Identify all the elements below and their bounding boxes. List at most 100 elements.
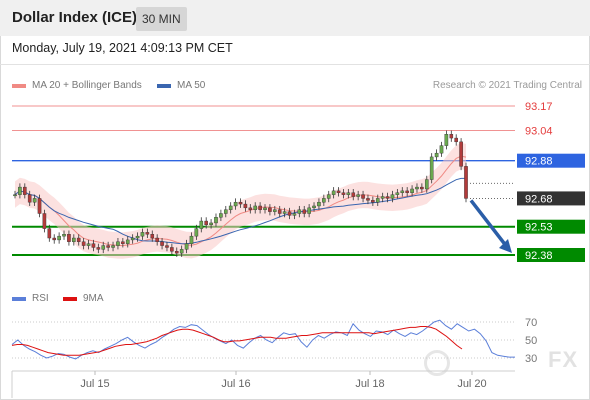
candle-body: [424, 179, 429, 190]
candle-body: [429, 156, 434, 180]
ma20-label: MA 20 + Bollinger Bands: [32, 80, 142, 91]
candle-body: [326, 194, 331, 199]
candle-body: [405, 190, 409, 193]
candle-body: [346, 192, 351, 195]
candle-body: [209, 222, 213, 226]
candle-body: [150, 234, 155, 239]
legend-ma20: MA 20 + Bollinger Bands: [12, 80, 142, 91]
copyright-text: Research © 2021 Trading Central: [432, 80, 582, 91]
candle-body: [336, 190, 341, 193]
candle-body: [42, 213, 47, 229]
candle-body: [248, 207, 253, 210]
chart-datetime: Monday, July 19, 2021 4:09:13 PM CET: [12, 41, 233, 55]
candle-body: [194, 228, 199, 237]
candle-body: [297, 209, 302, 214]
legend-ma50: MA 50: [157, 80, 205, 91]
candle-body: [459, 141, 463, 167]
candle-body: [287, 211, 292, 216]
support-tag-0: [517, 219, 585, 234]
ma9-label: 9MA: [83, 293, 104, 304]
candle-body: [86, 243, 91, 246]
candle-body: [282, 211, 287, 214]
candle-body: [160, 241, 164, 246]
candle-body: [233, 201, 238, 207]
candle-body: [101, 245, 106, 250]
candle-body: [317, 201, 321, 207]
x-tick-label-3: Jul 20: [457, 378, 486, 390]
support-tag-text-1: 92.38: [525, 250, 553, 262]
candle-body: [238, 201, 243, 205]
support-tag-text-0: 92.53: [525, 222, 553, 234]
candle-body: [179, 249, 184, 254]
candle-body: [145, 232, 150, 235]
candle-body: [130, 237, 135, 241]
legend-rsi: RSI: [12, 293, 49, 304]
x-tick-label-0: Jul 15: [80, 378, 109, 390]
candle-body: [228, 205, 233, 210]
candle-body: [449, 134, 454, 139]
candle-body: [371, 200, 375, 203]
ma50-swatch: [157, 83, 171, 88]
candle-body: [375, 198, 380, 203]
candle-body: [366, 198, 370, 201]
candle-body: [444, 134, 449, 146]
candle-body: [273, 209, 277, 212]
watermark-text: FX: [548, 347, 579, 372]
candle-body: [390, 194, 395, 199]
current-price-text: 92.68: [525, 193, 553, 205]
candle-body: [263, 207, 267, 210]
candle-body: [400, 190, 405, 193]
rsi-level-text-70: 70: [525, 317, 537, 329]
candle-body: [351, 192, 356, 197]
forecast-arrow-head: [499, 239, 512, 253]
ma20-swatch: [12, 83, 26, 88]
timeframe-badge[interactable]: 30 MIN: [136, 7, 187, 31]
candle-body: [341, 192, 346, 195]
candle-body: [13, 194, 17, 197]
level-tag-2: [517, 153, 585, 168]
ma50-label: MA 50: [177, 80, 206, 91]
candle-body: [322, 198, 326, 203]
candle-body: [312, 205, 316, 209]
candle-body: [277, 209, 282, 214]
candle-body: [415, 186, 419, 190]
candle-body: [454, 137, 458, 143]
candle-body: [18, 186, 22, 195]
support-tag-1: [517, 248, 585, 262]
instrument-title: Dollar Index (ICE): [12, 9, 138, 26]
candle-body: [135, 235, 140, 239]
candle-body: [434, 152, 439, 158]
candle-body: [184, 243, 189, 250]
candle-body: [356, 194, 360, 197]
chart-header: Dollar Index (ICE) 30 MIN: [0, 0, 590, 36]
candle-body: [331, 190, 336, 195]
rsi-ma9-line: [11, 326, 463, 356]
candle-body: [140, 232, 145, 237]
candle-body: [420, 186, 424, 190]
candle-body: [204, 220, 208, 226]
candle-body: [57, 235, 61, 241]
candle-body: [96, 247, 101, 250]
ma50-line: [14, 177, 466, 245]
candle-body: [199, 220, 204, 229]
candle-body: [174, 251, 179, 254]
candle-body: [223, 209, 228, 214]
candle-body: [155, 237, 159, 242]
candle-body: [268, 207, 272, 212]
candle-body: [361, 194, 365, 199]
candle-body: [76, 237, 81, 242]
candle-body: [307, 207, 311, 214]
candle-body: [81, 241, 86, 246]
candle-body: [23, 186, 27, 195]
candle-body: [170, 247, 174, 252]
candle-body: [27, 194, 32, 203]
candle-body: [395, 192, 400, 195]
candle-body: [67, 234, 71, 242]
candle-body: [214, 217, 218, 224]
candle-body: [385, 196, 390, 199]
candle-body: [32, 198, 37, 203]
x-tick-label-2: Jul 18: [355, 378, 384, 390]
rsi-level-text-30: 30: [525, 353, 537, 365]
candle-body: [37, 198, 42, 214]
